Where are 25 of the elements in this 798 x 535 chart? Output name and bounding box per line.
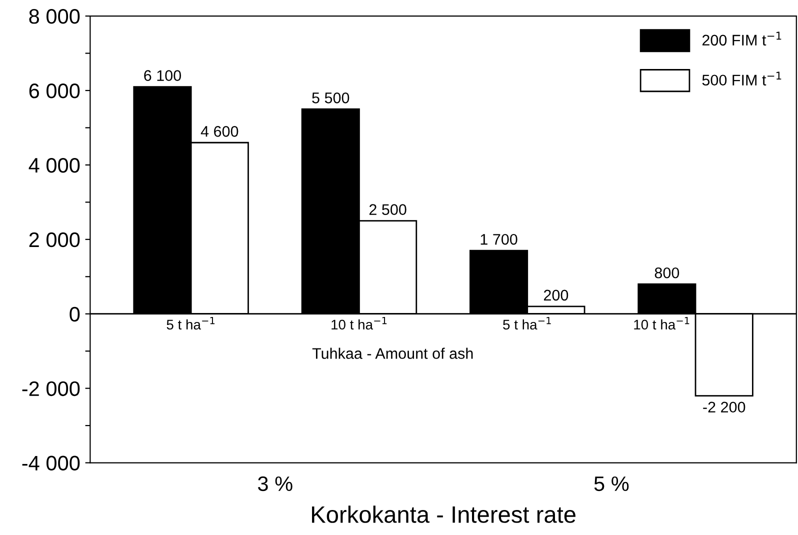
x-tick-label: 10 t ha$^{−1}$ [332, 317, 387, 330]
data-label: 800 [654, 267, 680, 278]
x-tick-label: 5 t ha$^{−1}$ [166, 317, 215, 330]
y-tick-label: 2 000 [29, 232, 80, 248]
x-axis-title: Korkokanta - Interest rate [312, 506, 576, 523]
y-tick-label: 6 000 [29, 84, 80, 98]
y-tick-label: 0 [70, 306, 80, 322]
legend-label: 200 FIM t$^{−1}$ [702, 32, 782, 46]
data-label: 200 [544, 290, 568, 301]
data-label: 1 700 [480, 234, 518, 245]
text: 3 % [258, 476, 292, 492]
data-label: 6 100 [144, 70, 181, 81]
y-tick-label: -2 000 [22, 381, 80, 396]
annotation: Tuhkaa - Amount of ash [312, 348, 473, 359]
x-tick-label: 5 t ha$^{−1}$ [503, 317, 551, 330]
y-tick-label: 4 000 [28, 158, 80, 173]
y-tick-label: 8 000 [29, 9, 80, 24]
x-tick-label: 10 t ha$^{−1}$ [634, 317, 690, 330]
text: 5 % [594, 476, 629, 492]
y-tick-label: -4 000 [22, 456, 80, 471]
legend-label: 500 FIM t$^{−1}$ [702, 72, 782, 86]
data-label: -2 200 [703, 402, 746, 413]
data-label: 5 500 [312, 92, 350, 104]
data-label: 2 500 [369, 204, 406, 215]
data-label: 4 600 [200, 126, 238, 137]
